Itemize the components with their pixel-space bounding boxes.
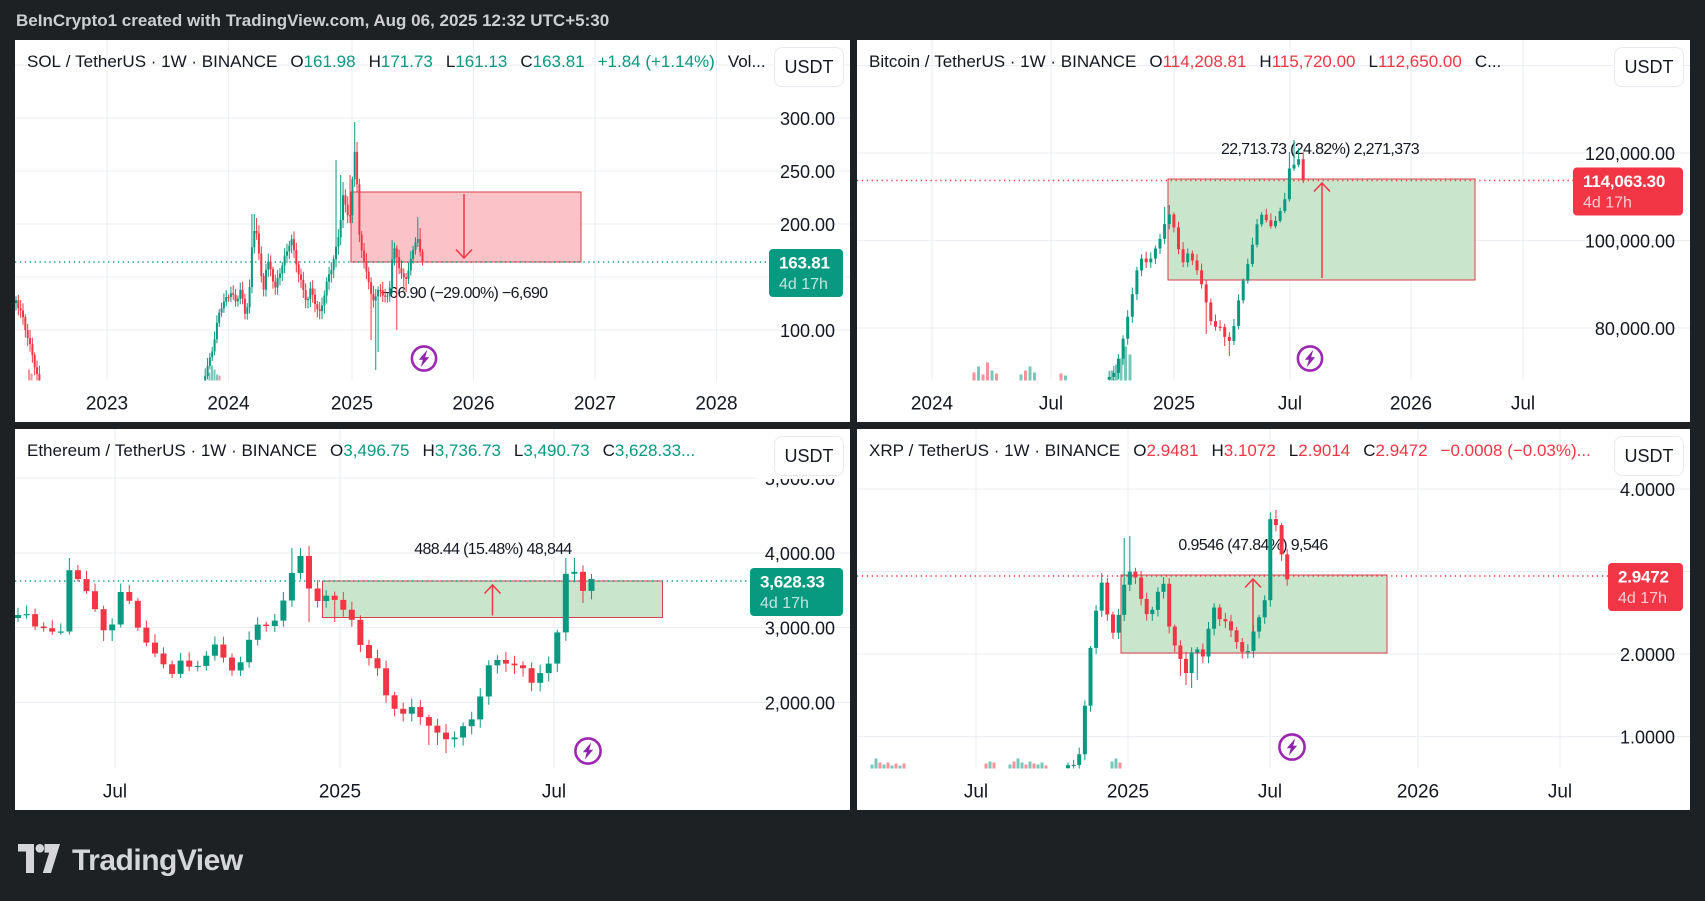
svg-text:2026: 2026 xyxy=(1397,782,1439,803)
svg-text:Jul: Jul xyxy=(1258,782,1282,803)
svg-text:2025: 2025 xyxy=(319,782,361,803)
svg-text:22,713.73 (24.82%) 2,271,373: 22,713.73 (24.82%) 2,271,373 xyxy=(1221,141,1420,158)
svg-text:114,063.30: 114,063.30 xyxy=(1583,172,1665,191)
svg-text:Jul: Jul xyxy=(1039,394,1063,415)
svg-text:4,000.00: 4,000.00 xyxy=(765,544,835,564)
svg-text:3,000.00: 3,000.00 xyxy=(765,619,835,639)
svg-text:2.0000: 2.0000 xyxy=(1620,645,1675,665)
svg-text:Jul: Jul xyxy=(1511,394,1535,415)
svg-text:0.9546 (47.84%) 9,546: 0.9546 (47.84%) 9,546 xyxy=(1178,537,1328,554)
svg-text:Jul: Jul xyxy=(964,782,988,803)
svg-text:4.0000: 4.0000 xyxy=(1620,480,1675,500)
svg-text:1.0000: 1.0000 xyxy=(1620,728,1675,748)
svg-text:Jul: Jul xyxy=(1548,782,1572,803)
svg-text:TradingView: TradingView xyxy=(72,844,244,877)
svg-text:−66.90 (−29.00%) −6,690: −66.90 (−29.00%) −6,690 xyxy=(381,285,549,302)
svg-text:2025: 2025 xyxy=(1153,394,1195,415)
svg-text:250.00: 250.00 xyxy=(780,162,835,182)
svg-text:4d 17h: 4d 17h xyxy=(779,276,828,293)
svg-text:2028: 2028 xyxy=(695,394,737,415)
svg-text:2026: 2026 xyxy=(1390,394,1432,415)
svg-text:Jul: Jul xyxy=(1278,394,1302,415)
svg-text:300.00: 300.00 xyxy=(780,109,835,129)
svg-text:4d 17h: 4d 17h xyxy=(1583,195,1632,212)
svg-text:100.00: 100.00 xyxy=(780,321,835,341)
svg-text:2025: 2025 xyxy=(331,394,373,415)
svg-text:4d 17h: 4d 17h xyxy=(1618,590,1667,607)
svg-text:Jul: Jul xyxy=(542,782,566,803)
svg-text:2025: 2025 xyxy=(1107,782,1149,803)
svg-text:4d 17h: 4d 17h xyxy=(760,595,809,612)
svg-text:488.44 (15.48%) 48,844: 488.44 (15.48%) 48,844 xyxy=(414,541,572,558)
svg-text:100,000.00: 100,000.00 xyxy=(1585,232,1675,252)
svg-text:2024: 2024 xyxy=(911,394,954,415)
svg-text:2.9472: 2.9472 xyxy=(1618,568,1669,587)
svg-text:2,000.00: 2,000.00 xyxy=(765,694,835,714)
svg-text:80,000.00: 80,000.00 xyxy=(1595,319,1675,339)
svg-text:2024: 2024 xyxy=(207,394,250,415)
svg-text:3,628.33: 3,628.33 xyxy=(760,573,825,592)
svg-text:120,000.00: 120,000.00 xyxy=(1585,144,1675,164)
svg-text:2026: 2026 xyxy=(452,394,494,415)
svg-text:2023: 2023 xyxy=(86,394,128,415)
svg-text:200.00: 200.00 xyxy=(780,215,835,235)
svg-text:Jul: Jul xyxy=(103,782,127,803)
svg-text:163.81: 163.81 xyxy=(779,254,830,273)
svg-text:2027: 2027 xyxy=(574,394,616,415)
